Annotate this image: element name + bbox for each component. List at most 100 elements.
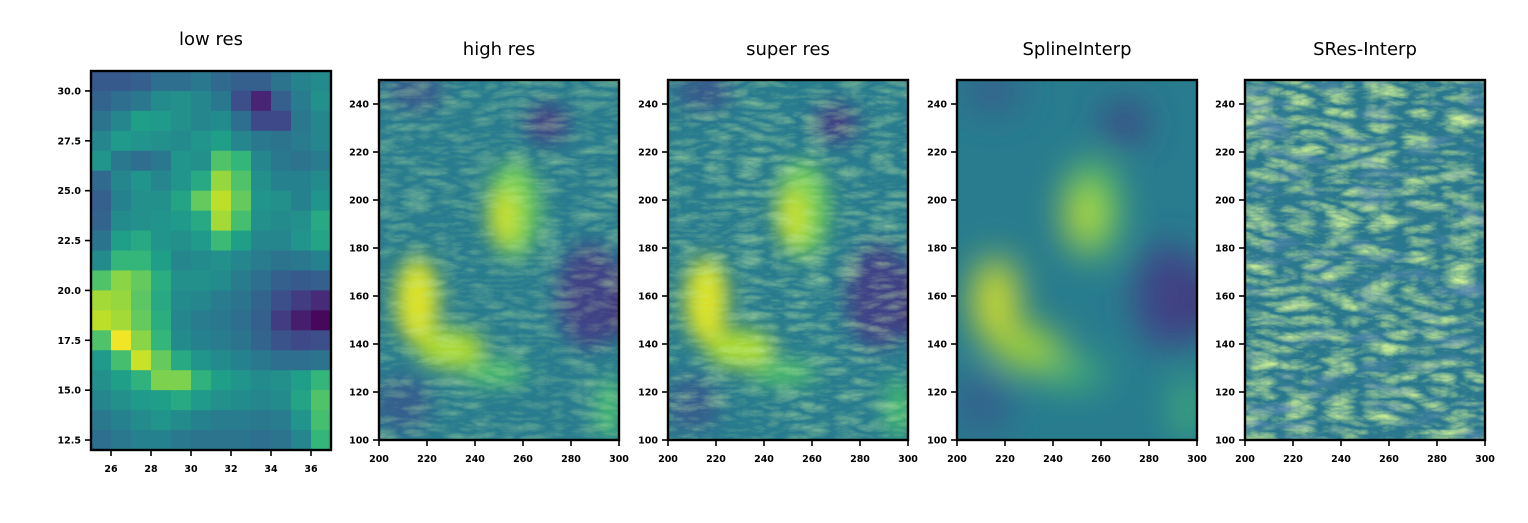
heatmap-cell bbox=[151, 270, 172, 292]
x-tick-label: 220 bbox=[706, 454, 726, 465]
heatmap-cell bbox=[291, 250, 312, 272]
heatmap-cell bbox=[171, 330, 192, 351]
y-tick-label: 220 bbox=[349, 148, 369, 159]
heatmap-cell bbox=[211, 430, 232, 451]
heatmap-cell bbox=[191, 150, 212, 172]
heatmap-cell bbox=[191, 250, 212, 272]
heatmap-cell bbox=[291, 71, 312, 92]
heatmap-cell bbox=[231, 130, 252, 152]
y-tick-label: 100 bbox=[349, 436, 369, 447]
panel-title: high res bbox=[463, 39, 535, 60]
heatmap-cell bbox=[91, 290, 112, 311]
heatmap-cell bbox=[291, 270, 312, 292]
heatmap-cell bbox=[171, 390, 192, 411]
heatmap-cell bbox=[231, 390, 252, 411]
heatmap-cell bbox=[271, 410, 292, 431]
heatmap-cell bbox=[191, 210, 212, 232]
heatmap-cell bbox=[151, 350, 172, 371]
axes-frame bbox=[377, 78, 621, 442]
heatmap-cell bbox=[111, 230, 132, 252]
y-tick-label: 220 bbox=[638, 148, 658, 159]
heatmap-cell bbox=[271, 71, 292, 92]
panel-high-res: high res 200 220 240 260 280 300 100 120 140 160 18… bbox=[349, 39, 629, 465]
heatmap-cell bbox=[191, 330, 212, 351]
heatmap-cell bbox=[111, 250, 132, 272]
heatmap-cell bbox=[291, 110, 312, 132]
heatmap-cell bbox=[311, 90, 332, 112]
heatmap-cell bbox=[151, 310, 172, 331]
x-tick-label: 34 bbox=[264, 464, 278, 475]
heatmap-cell bbox=[251, 390, 272, 411]
y-tick-label: 220 bbox=[927, 148, 947, 159]
y-tick-label: 12.5 bbox=[58, 436, 81, 447]
heatmap-cell bbox=[191, 390, 212, 411]
heatmap-cell bbox=[191, 130, 212, 152]
panel-splineinterp: SplineInterp 200 220 240 260 280 300 100 120 140 1… bbox=[927, 39, 1207, 465]
heatmap-cell bbox=[211, 110, 232, 132]
heatmap-cell bbox=[111, 71, 132, 92]
heatmap-cell bbox=[251, 71, 272, 92]
heatmap-cell bbox=[311, 410, 332, 431]
y-tick-label: 120 bbox=[349, 388, 369, 399]
heatmap-cell bbox=[311, 150, 332, 172]
heatmap-cell bbox=[291, 170, 312, 192]
y-tick-label: 20.0 bbox=[58, 286, 82, 297]
heatmap-cell bbox=[151, 110, 172, 132]
heatmap-cell bbox=[271, 230, 292, 252]
heatmap-cell bbox=[231, 410, 252, 431]
heatmap-cell bbox=[311, 210, 332, 232]
heatmap-cell bbox=[311, 250, 332, 272]
heatmap-cell bbox=[131, 150, 152, 172]
heatmap-cell bbox=[91, 270, 112, 292]
heatmap-cell bbox=[271, 250, 292, 272]
heatmap-cell bbox=[131, 110, 152, 132]
x-tick-label: 30 bbox=[184, 464, 198, 475]
y-tick-label: 240 bbox=[349, 100, 369, 111]
heatmap-cell bbox=[171, 71, 192, 92]
heatmap-cell bbox=[251, 130, 272, 152]
heatmap-cell bbox=[231, 430, 252, 451]
heatmap-cell bbox=[231, 310, 252, 331]
heatmap-cell bbox=[291, 410, 312, 431]
field-image bbox=[379, 80, 619, 440]
y-tick-label: 240 bbox=[638, 100, 658, 111]
heatmap-cell bbox=[111, 190, 132, 212]
y-tick-label: 240 bbox=[1215, 100, 1235, 111]
heatmap-cell bbox=[91, 410, 112, 431]
x-tick-label: 200 bbox=[658, 454, 678, 465]
heatmap-cell bbox=[251, 290, 272, 311]
heatmap-cell bbox=[131, 90, 152, 112]
heatmap-cell bbox=[171, 430, 192, 451]
heatmap-cell bbox=[311, 330, 332, 351]
x-tick-label: 26 bbox=[104, 464, 118, 475]
x-tick-label: 260 bbox=[1091, 454, 1111, 465]
heatmap-cell bbox=[291, 90, 312, 112]
heatmap-cell bbox=[271, 290, 292, 311]
heatmap-cell bbox=[131, 230, 152, 252]
heatmap-cell bbox=[251, 90, 272, 112]
heatmap-cell bbox=[131, 330, 152, 351]
heatmap-cell bbox=[171, 130, 192, 152]
x-tick-label: 300 bbox=[898, 454, 918, 465]
heatmap-cell bbox=[251, 190, 272, 212]
heatmap-cell bbox=[91, 390, 112, 411]
heatmap-cell bbox=[171, 350, 192, 371]
heatmap-cell bbox=[311, 190, 332, 212]
heatmap-cell bbox=[211, 310, 232, 331]
x-tick-label: 200 bbox=[1235, 454, 1255, 465]
heatmap-cell bbox=[191, 270, 212, 292]
x-tick-label: 220 bbox=[995, 454, 1015, 465]
heatmap-cell bbox=[111, 410, 132, 431]
heatmap-cell bbox=[151, 330, 172, 351]
heatmap-cell bbox=[251, 270, 272, 292]
x-tick-label: 36 bbox=[304, 464, 318, 475]
y-tick-label: 27.5 bbox=[58, 136, 81, 147]
heatmap-cell bbox=[291, 310, 312, 331]
heatmap-cell bbox=[191, 230, 212, 252]
heatmap-cell bbox=[111, 390, 132, 411]
heatmap-cell bbox=[231, 90, 252, 112]
heatmap-cell bbox=[171, 270, 192, 292]
axes-frame bbox=[666, 78, 910, 442]
heatmap-cell bbox=[151, 390, 172, 411]
heatmap-cell bbox=[131, 390, 152, 411]
